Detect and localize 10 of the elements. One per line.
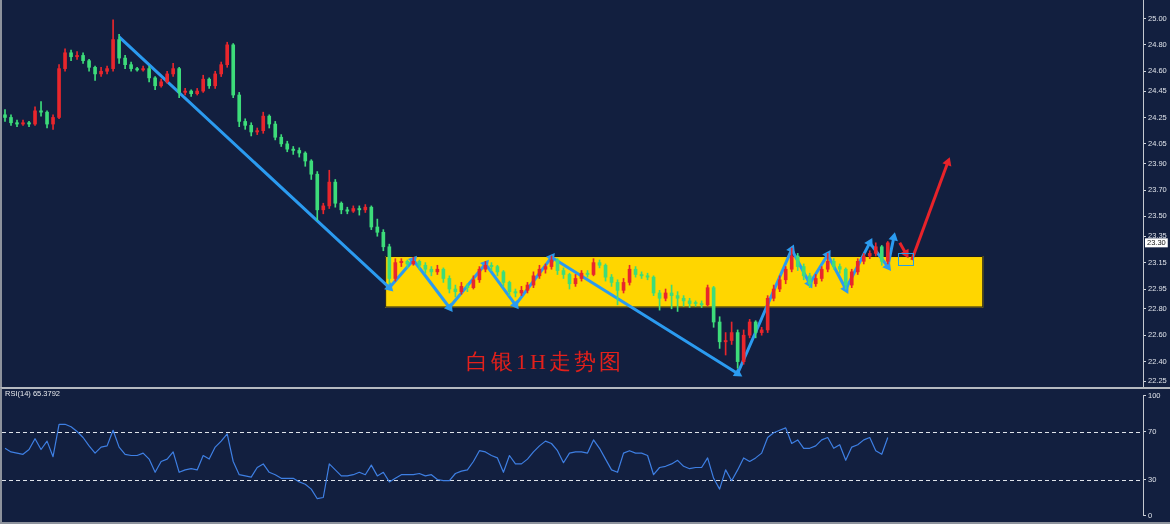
point <box>384 282 394 292</box>
point <box>864 237 873 248</box>
candlestick <box>39 101 43 117</box>
point <box>443 302 453 312</box>
text: 白银1H走势图 <box>466 349 624 375</box>
point <box>732 367 743 377</box>
candlestick <box>291 146 296 155</box>
point <box>509 299 519 310</box>
candlestick <box>75 51 79 60</box>
point <box>888 232 898 242</box>
